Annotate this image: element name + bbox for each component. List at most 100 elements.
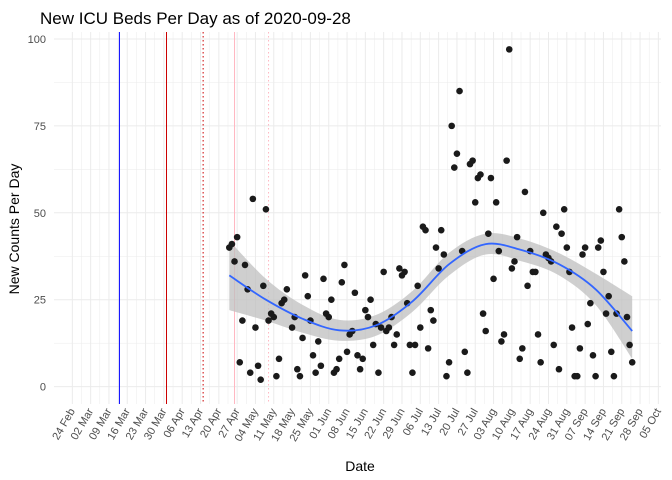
data-point: [367, 296, 374, 304]
data-point: [427, 306, 435, 314]
data-point: [594, 244, 602, 251]
data-point: [294, 365, 301, 373]
data-points: [225, 46, 636, 383]
data-point: [500, 331, 508, 338]
y-axis-title: New Counts Per Day: [6, 164, 22, 295]
data-point: [301, 272, 309, 279]
data-point: [351, 289, 359, 297]
data-point: [445, 358, 453, 366]
data-point: [505, 46, 513, 53]
data-point: [487, 174, 495, 182]
data-point: [380, 268, 387, 276]
data-point: [579, 251, 586, 258]
data-point: [524, 282, 531, 290]
data-point: [618, 233, 626, 241]
data-point: [615, 206, 623, 213]
data-point: [555, 365, 563, 373]
data-point: [239, 317, 246, 324]
data-point: [430, 317, 437, 324]
data-point: [539, 209, 547, 217]
data-point: [228, 240, 236, 248]
data-point: [485, 230, 492, 237]
data-point: [325, 313, 333, 321]
data-point: [241, 261, 249, 269]
data-point: [432, 244, 440, 251]
data-point: [479, 310, 487, 317]
data-point: [550, 341, 558, 349]
data-point: [362, 306, 369, 314]
data-point: [275, 355, 283, 363]
data-point: [422, 226, 429, 234]
y-tick-label: 25: [34, 295, 46, 307]
data-point: [246, 369, 254, 377]
data-point: [513, 233, 521, 241]
data-point: [597, 237, 605, 244]
data-point: [508, 265, 516, 272]
data-point: [498, 338, 505, 345]
data-point: [558, 230, 565, 237]
smooth-confidence-band: [229, 233, 633, 359]
data-point: [469, 157, 476, 164]
reference-lines: [118, 32, 270, 404]
grid: [54, 32, 661, 404]
data-point: [280, 296, 288, 304]
data-point: [626, 341, 633, 349]
data-point: [623, 313, 631, 321]
data-point: [589, 352, 597, 359]
data-point: [359, 355, 367, 363]
x-axis-title: Date: [345, 458, 375, 474]
data-point: [393, 331, 401, 338]
data-point: [411, 341, 419, 349]
data-point: [553, 223, 560, 230]
data-point: [464, 369, 471, 377]
data-point: [471, 199, 479, 206]
data-point: [312, 369, 319, 377]
y-axis-ticks: 0 25 50 75 100: [28, 34, 46, 394]
data-point: [260, 282, 267, 290]
data-point: [369, 341, 377, 349]
data-point: [354, 352, 361, 359]
data-point: [262, 206, 270, 213]
data-point: [377, 324, 385, 331]
data-point: [477, 171, 484, 178]
y-tick-label: 0: [40, 382, 46, 394]
data-point: [628, 358, 636, 366]
data-point: [461, 348, 469, 356]
data-point: [314, 338, 322, 345]
data-point: [309, 352, 317, 359]
data-point: [299, 334, 306, 342]
data-point: [532, 268, 539, 276]
data-point: [568, 324, 576, 331]
data-point: [317, 362, 325, 370]
data-point: [406, 341, 414, 349]
data-point: [516, 355, 524, 363]
data-point: [270, 313, 278, 321]
data-point: [605, 292, 612, 300]
data-point: [273, 372, 280, 380]
data-point: [252, 324, 259, 331]
data-point: [257, 376, 264, 383]
data-point: [495, 247, 503, 255]
data-point: [451, 164, 458, 171]
data-point: [600, 268, 607, 276]
data-point: [537, 358, 544, 366]
data-point: [534, 331, 542, 338]
y-tick-label: 75: [34, 121, 46, 133]
data-point: [440, 251, 448, 258]
data-point: [249, 195, 257, 203]
data-point: [343, 348, 351, 356]
data-point: [519, 345, 526, 352]
data-point: [304, 292, 312, 300]
data-point: [602, 310, 610, 317]
data-point: [456, 87, 463, 95]
data-point: [396, 265, 403, 272]
data-point: [482, 327, 490, 335]
data-point: [581, 244, 589, 251]
data-point: [573, 372, 581, 380]
data-point: [283, 285, 291, 293]
data-point: [521, 188, 529, 196]
smooth-trend-line: [228, 242, 633, 332]
data-point: [401, 268, 408, 276]
data-point: [296, 372, 304, 380]
